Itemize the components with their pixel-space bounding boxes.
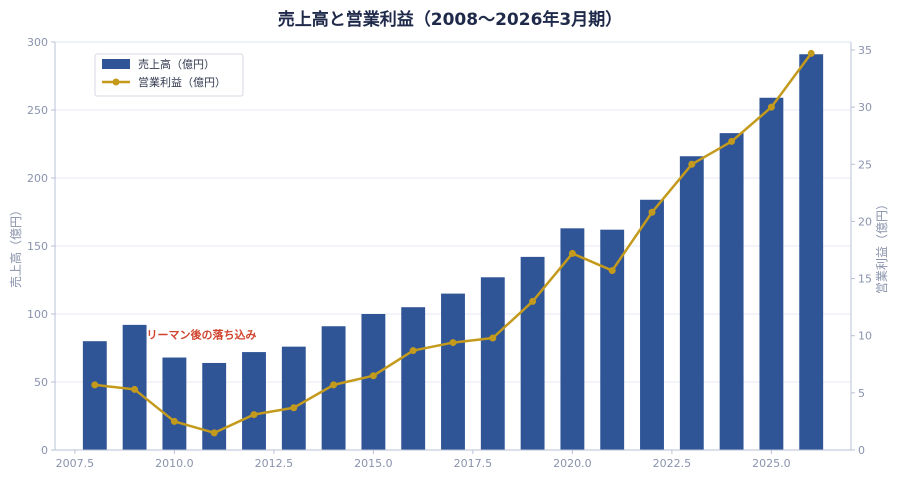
bar bbox=[679, 156, 704, 451]
y-tick-label: 150 bbox=[27, 240, 48, 253]
bar bbox=[281, 346, 306, 450]
legend-line-marker bbox=[112, 78, 120, 86]
line-point bbox=[131, 385, 139, 393]
line-point bbox=[369, 372, 377, 380]
chart-title: 売上高と営業利益（2008〜2026年3月期） bbox=[278, 9, 622, 30]
x-tick-label: 2010.0 bbox=[155, 457, 194, 470]
line-point bbox=[409, 347, 417, 355]
annotation-lehman: リーマン後の落ち込み bbox=[147, 327, 257, 341]
bar bbox=[520, 256, 545, 450]
x-tick-label: 2025.0 bbox=[752, 457, 791, 470]
bar bbox=[600, 229, 625, 450]
bar bbox=[480, 277, 505, 450]
legend-bar-swatch bbox=[102, 59, 130, 69]
line-point bbox=[728, 137, 736, 145]
x-tick-label: 2017.5 bbox=[454, 457, 493, 470]
y-axis-title: 売上高（億円） bbox=[8, 204, 23, 288]
bar bbox=[799, 54, 824, 451]
y-tick-label: 300 bbox=[27, 36, 48, 49]
bar bbox=[560, 228, 585, 450]
bar bbox=[441, 293, 465, 450]
line-point bbox=[529, 297, 537, 305]
bar bbox=[162, 357, 187, 450]
y-tick-label: 0 bbox=[41, 444, 48, 457]
y2-tick-label: 35 bbox=[858, 44, 872, 57]
line-point bbox=[250, 411, 258, 419]
y2-tick-label: 5 bbox=[858, 387, 865, 400]
x-tick-label: 2022.5 bbox=[653, 457, 692, 470]
y2-tick-label: 0 bbox=[858, 444, 865, 457]
y2-tick-label: 25 bbox=[858, 158, 872, 171]
line-point bbox=[91, 381, 99, 389]
y2-tick-label: 10 bbox=[858, 330, 872, 343]
legend: 売上高（億円） 営業利益（億円） bbox=[94, 53, 244, 97]
line-point bbox=[688, 160, 696, 168]
y2-axis-ticks: 0 5 10 15 20 25 30 35 bbox=[851, 44, 872, 457]
line-point bbox=[210, 429, 218, 437]
bar bbox=[759, 97, 784, 450]
y-tick-label: 100 bbox=[27, 308, 48, 321]
line-point bbox=[608, 267, 616, 275]
bar bbox=[640, 199, 664, 450]
y-tick-label: 200 bbox=[27, 172, 48, 185]
legend-label-sales: 売上高（億円） bbox=[138, 57, 215, 71]
bar bbox=[82, 341, 107, 450]
line-point bbox=[170, 417, 178, 425]
line-point bbox=[489, 334, 497, 342]
y2-tick-label: 15 bbox=[858, 273, 872, 286]
bar bbox=[361, 314, 386, 450]
x-tick-label: 2012.5 bbox=[255, 457, 294, 470]
y2-axis-title: 営業利益（億円） bbox=[875, 198, 889, 294]
legend-label-profit: 営業利益（億円） bbox=[138, 75, 226, 89]
y-tick-label: 250 bbox=[27, 104, 48, 117]
legend-box bbox=[94, 53, 244, 97]
x-axis-ticks: 2007.5 2010.0 2012.5 2015.0 2017.5 2020.0 2022… bbox=[56, 450, 791, 470]
bar-series bbox=[82, 54, 824, 451]
line-point bbox=[807, 49, 815, 57]
bar bbox=[202, 362, 227, 450]
y-axis-ticks: 0 50 100 150 200 250 300 bbox=[27, 36, 55, 457]
line-point bbox=[449, 339, 457, 347]
bar bbox=[719, 133, 744, 450]
line-point bbox=[290, 404, 298, 412]
y2-tick-label: 30 bbox=[858, 101, 872, 114]
x-tick-label: 2015.0 bbox=[354, 457, 393, 470]
line-point bbox=[648, 208, 656, 216]
x-tick-label: 2007.5 bbox=[56, 457, 95, 470]
x-tick-label: 2020.0 bbox=[553, 457, 592, 470]
line-point bbox=[330, 381, 338, 389]
bar bbox=[401, 307, 426, 450]
bar bbox=[242, 352, 266, 450]
y-tick-label: 50 bbox=[34, 376, 48, 389]
y2-tick-label: 20 bbox=[858, 215, 872, 228]
line-point bbox=[767, 103, 775, 111]
line-series bbox=[91, 49, 815, 437]
line-point bbox=[568, 249, 576, 257]
